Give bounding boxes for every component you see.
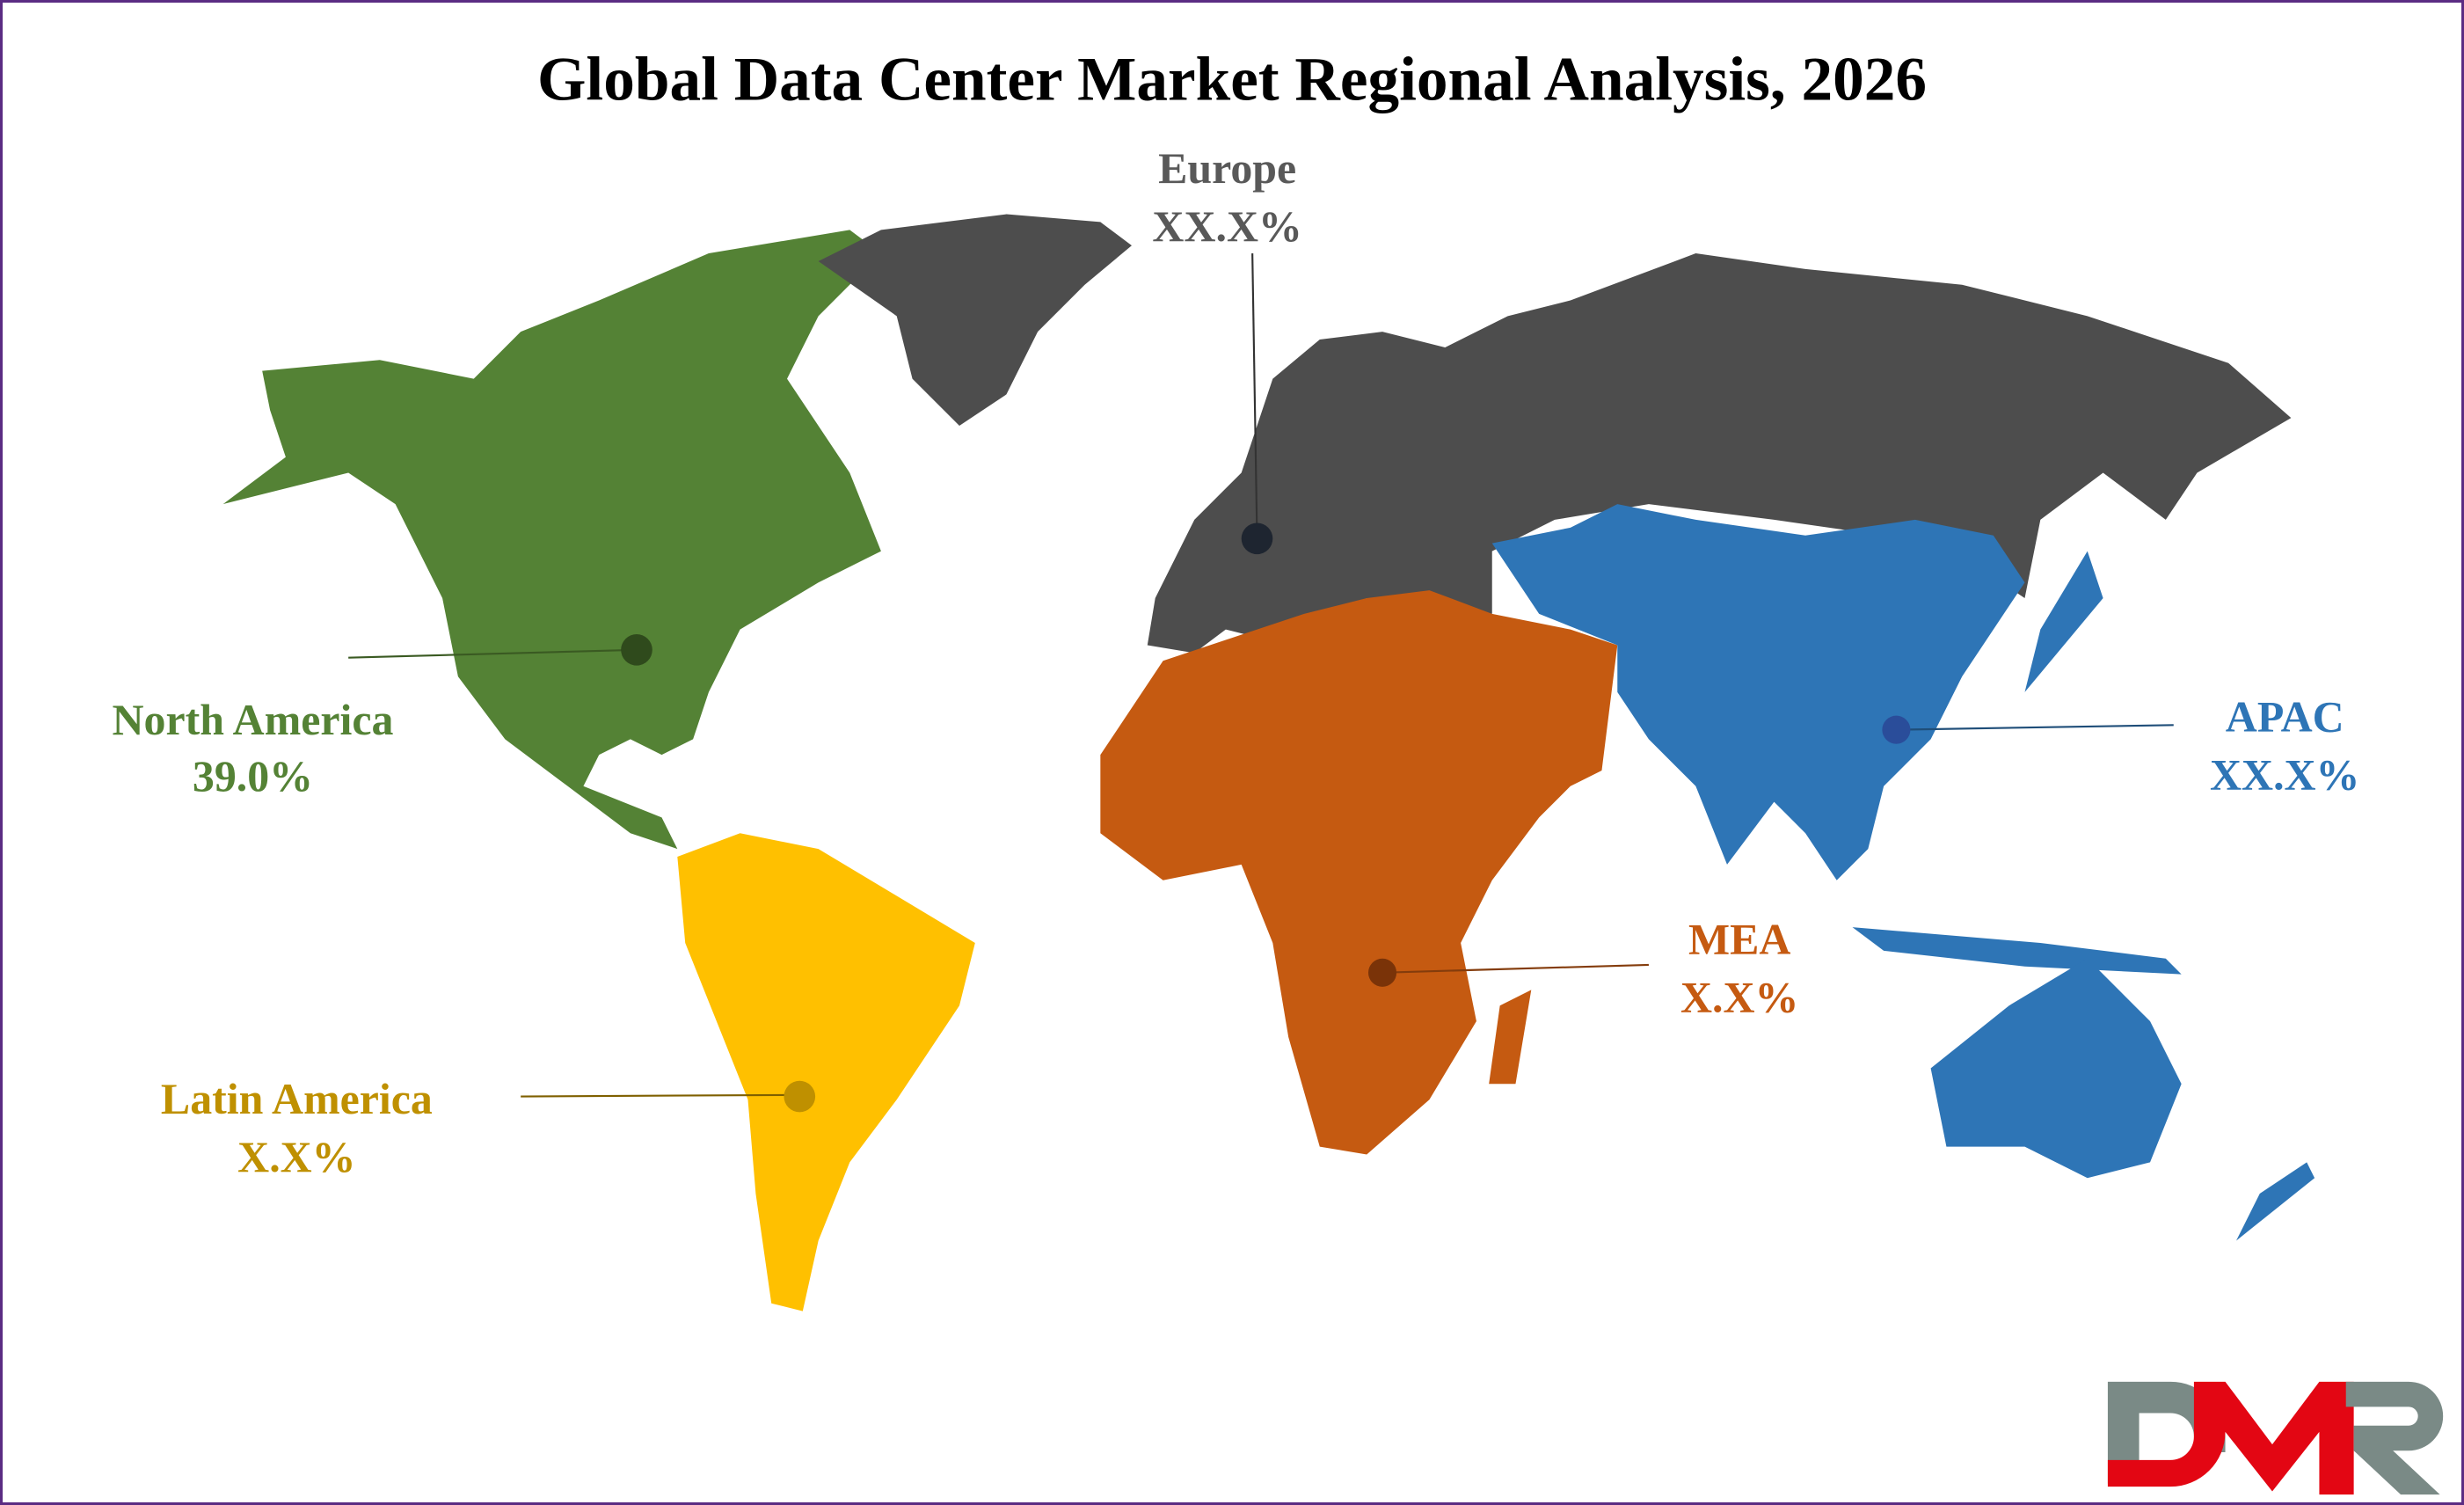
europe-leader-line <box>1251 253 1258 539</box>
region-australia <box>1930 958 2182 1179</box>
mea-label: MEA <box>1688 915 1790 963</box>
mea-value: X.X% <box>1680 973 1798 1021</box>
apac-label: APAC <box>2226 692 2344 741</box>
europe-marker <box>1241 522 1273 555</box>
region-greenland <box>818 214 1132 427</box>
north-america-label: North America <box>113 696 394 744</box>
mea-marker <box>1368 958 1397 987</box>
region-japan <box>2024 551 2103 692</box>
apac-leader-line <box>1896 724 2174 731</box>
mea-leader-line <box>1382 963 1649 974</box>
apac-value: XX.X% <box>2210 750 2359 799</box>
world-map: Global Data Center Market Regional Analy… <box>113 44 2444 1495</box>
latin-america-value: X.X% <box>237 1133 355 1181</box>
north-america-leader-line <box>348 648 638 659</box>
north-america-marker <box>621 633 652 666</box>
region-mea[interactable] <box>1100 590 1618 1155</box>
region-madagascar <box>1489 990 1532 1085</box>
region-indonesia <box>1852 927 2182 975</box>
region-apac[interactable] <box>1491 504 2025 880</box>
europe-value: XX.X% <box>1152 202 1301 251</box>
apac-marker <box>1882 715 1911 744</box>
region-latin-america[interactable] <box>677 833 975 1311</box>
latin-america-marker <box>784 1080 816 1113</box>
latin-america-leader-line <box>521 1093 800 1098</box>
latin-america-label: Latin America <box>161 1075 433 1123</box>
dmr-logo <box>2107 1381 2444 1495</box>
europe-label: Europe <box>1158 144 1296 193</box>
region-north-america[interactable] <box>222 230 881 850</box>
map-title: Global Data Center Market Regional Analy… <box>537 44 1927 113</box>
region-new-zealand <box>2236 1162 2315 1241</box>
north-america-value: 39.0% <box>193 752 313 800</box>
